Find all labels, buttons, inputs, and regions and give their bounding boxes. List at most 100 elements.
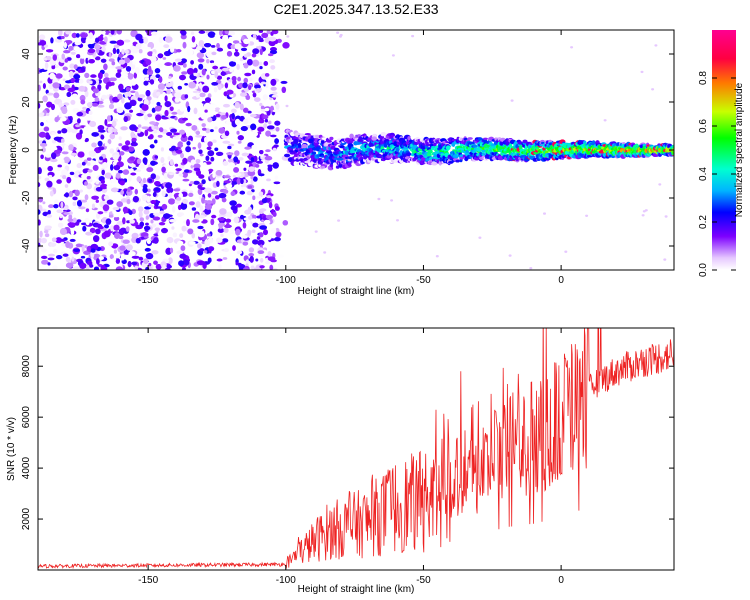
spectrogram-cell: [267, 251, 272, 257]
spectrogram-cell: [187, 105, 191, 113]
spectrogram-cell: [223, 189, 229, 194]
spectrogram-cell: [81, 199, 87, 203]
spectrogram-cell: [240, 214, 244, 220]
spectrogram-cell: [162, 264, 166, 270]
spectrogram-cell: [135, 43, 142, 50]
spectrogram-cell: [130, 63, 136, 70]
spectrogram-cell: [58, 102, 63, 108]
spectrogram-cell: [147, 188, 151, 193]
spectrogram-cell: [250, 175, 254, 180]
spectrogram-cell: [205, 161, 212, 165]
spectrogram-cell: [62, 78, 66, 82]
spectrogram-cell: [132, 61, 136, 65]
spectrogram-cell: [467, 137, 473, 140]
spectrogram-cell: [109, 148, 115, 154]
spectrogram-cell: [180, 202, 188, 210]
spectrogram-cell: [119, 180, 125, 186]
spectrogram-cell: [72, 108, 80, 113]
spectrogram-cell: [164, 101, 172, 108]
spectrogram-cell: [118, 136, 122, 141]
spectrogram-cell: [243, 77, 249, 84]
spectrogram-cell: [251, 214, 257, 220]
spectrogram-cell: [224, 30, 229, 35]
spectrogram-cell: [189, 42, 197, 48]
spectrogram-cell: [43, 44, 49, 48]
spectrogram-cell: [326, 151, 333, 154]
spectrogram-cell: [180, 245, 186, 252]
spectrogram-cell: [221, 197, 227, 203]
spectrogram-cell: [97, 125, 105, 131]
spectrogram-cell: [79, 94, 86, 102]
spectrogram-cell: [58, 112, 62, 118]
spectrogram-cell: [262, 114, 269, 120]
spectrogram-cell: [445, 145, 451, 151]
spectrogram-cell: [63, 156, 71, 164]
x-tick-label: -100: [276, 275, 296, 286]
spectrogram-cell: [207, 150, 215, 157]
spectrogram-cell: [255, 258, 259, 262]
spectrogram-cell: [182, 199, 189, 204]
spectrogram-cell: [261, 32, 269, 39]
spectrogram-cell: [146, 167, 154, 173]
spectrogram-cell: [224, 82, 228, 89]
spectrogram-cell: [197, 58, 205, 63]
spectrogram-cell: [98, 256, 104, 260]
spectrogram-cell: [151, 124, 155, 130]
spectrogram-cell: [239, 92, 248, 97]
colorbar-label: Normalized spectral amplitude: [734, 82, 745, 217]
spectrogram-cell: [105, 218, 112, 225]
spectrogram-cell: [206, 59, 210, 64]
spectrogram-cell: [68, 46, 74, 51]
spectrogram-cell: [247, 59, 253, 66]
spectrogram-cell: [161, 203, 168, 210]
spectrogram-cell: [266, 30, 271, 35]
spectrogram-cell: [215, 151, 224, 156]
spectrogram-cell: [223, 103, 230, 108]
spectrogram-cell: [151, 107, 156, 113]
spectrogram-cell: [70, 99, 76, 105]
spectrogram-cell: [108, 241, 114, 247]
spectrogram-cell: [225, 211, 233, 218]
spectrogram-cell: [202, 85, 210, 93]
spectrogram-cell: [166, 132, 173, 136]
spectrogram-cell: [126, 220, 131, 224]
spectrogram-cell: [268, 36, 277, 42]
spectrogram-cell: [64, 192, 69, 198]
spectrogram-cell: [197, 113, 202, 117]
spectrogram-cell: [66, 176, 72, 184]
spectrogram-cell: [84, 194, 89, 201]
spectrogram-cell: [272, 91, 278, 95]
spectrogram-cell: [228, 162, 235, 168]
spectrogram-cell: [107, 138, 112, 145]
spectrogram-cell: [134, 66, 140, 74]
spectrogram-cell: [161, 227, 168, 234]
spectrogram-cell: [143, 80, 149, 86]
spectrogram-cell: [199, 205, 204, 212]
spectrogram-cell: [284, 153, 291, 158]
spectrogram-cell: [97, 211, 104, 215]
spectrogram-cell: [61, 138, 65, 143]
spectrogram-cell: [204, 250, 208, 254]
spectrogram-cell: [265, 261, 271, 265]
spectrogram-cell: [70, 228, 75, 236]
spectrogram-cell: [195, 213, 200, 221]
spectrogram-cell: [161, 190, 166, 197]
spectrogram-cell: [233, 216, 240, 224]
spectrogram-cell: [125, 244, 133, 251]
spectrogram-cell: [196, 260, 205, 266]
spectrogram-cell: [266, 195, 272, 199]
spectrogram-cell: [83, 126, 90, 132]
spectrogram-cell: [204, 203, 213, 210]
spectrogram-cell: [216, 75, 222, 80]
spectrogram-cell: [251, 69, 256, 75]
spectrogram-cell: [91, 203, 96, 209]
spectrogram-cell: [67, 87, 75, 93]
spectrogram-cell: [86, 157, 92, 161]
spectrogram-cell: [51, 132, 56, 135]
spectrogram-cell: [81, 245, 85, 253]
spectrogram-cell: [52, 54, 57, 61]
spectrogram-cell: [175, 149, 183, 154]
spectrogram-cell: [274, 206, 280, 211]
spectrogram-cell: [529, 267, 533, 270]
spectrogram-cell: [52, 248, 58, 254]
